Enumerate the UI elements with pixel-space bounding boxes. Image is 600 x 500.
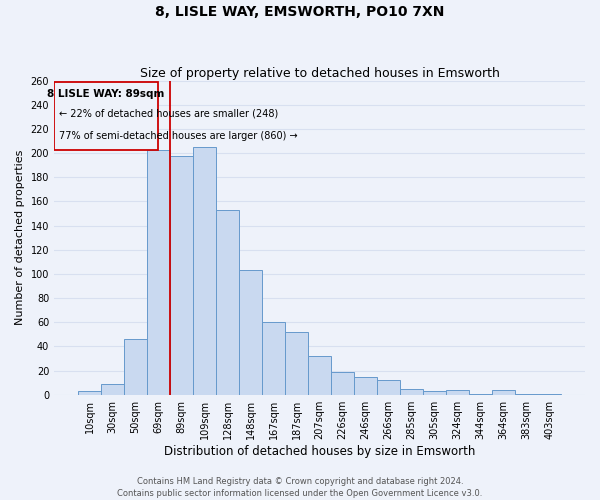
Bar	[147, 150, 170, 394]
Bar	[124, 339, 147, 394]
Title: Size of property relative to detached houses in Emsworth: Size of property relative to detached ho…	[140, 66, 499, 80]
Bar	[101, 384, 124, 394]
Y-axis label: Number of detached properties: Number of detached properties	[15, 150, 25, 326]
Bar	[193, 147, 216, 394]
Bar	[78, 391, 101, 394]
X-axis label: Distribution of detached houses by size in Emsworth: Distribution of detached houses by size …	[164, 444, 475, 458]
Bar	[354, 376, 377, 394]
Text: 77% of semi-detached houses are larger (860) →: 77% of semi-detached houses are larger (…	[59, 131, 298, 141]
FancyBboxPatch shape	[54, 82, 158, 150]
Bar	[377, 380, 400, 394]
Bar	[400, 388, 423, 394]
Bar	[170, 156, 193, 394]
Bar	[239, 270, 262, 394]
Bar	[216, 210, 239, 394]
Text: 8, LISLE WAY, EMSWORTH, PO10 7XN: 8, LISLE WAY, EMSWORTH, PO10 7XN	[155, 5, 445, 19]
Text: ← 22% of detached houses are smaller (248): ← 22% of detached houses are smaller (24…	[59, 109, 278, 119]
Bar	[423, 391, 446, 394]
Bar	[308, 356, 331, 395]
Text: 8 LISLE WAY: 89sqm: 8 LISLE WAY: 89sqm	[47, 88, 164, 99]
Bar	[446, 390, 469, 394]
Bar	[331, 372, 354, 394]
Bar	[285, 332, 308, 394]
Text: Contains HM Land Registry data © Crown copyright and database right 2024.
Contai: Contains HM Land Registry data © Crown c…	[118, 476, 482, 498]
Bar	[262, 322, 285, 394]
Bar	[492, 390, 515, 394]
